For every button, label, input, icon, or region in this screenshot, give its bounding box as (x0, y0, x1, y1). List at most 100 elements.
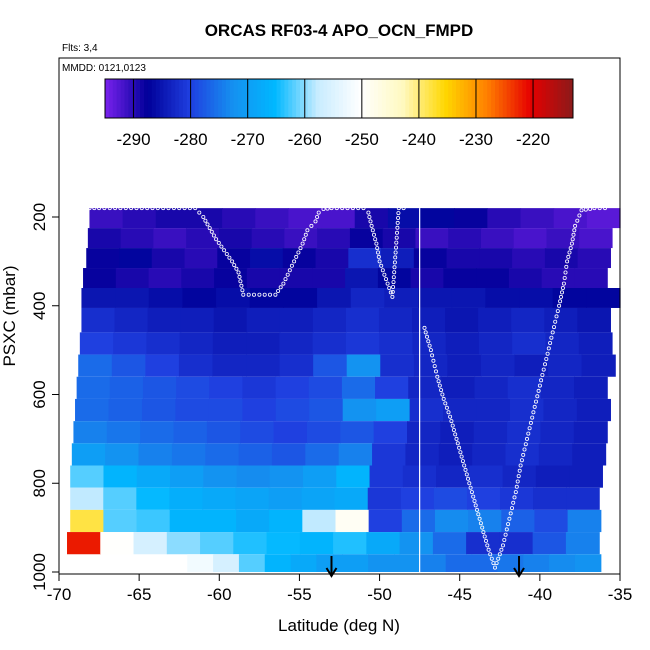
heatmap-cell (399, 532, 434, 555)
colorbar-segment (405, 79, 410, 118)
heatmap-cell (345, 332, 380, 355)
track-point (431, 358, 436, 363)
heatmap-cell (120, 228, 154, 249)
heatmap-cell (577, 248, 611, 269)
heatmap-cell (523, 554, 550, 572)
track-point (113, 206, 118, 211)
track-point (292, 259, 297, 264)
track-point (463, 467, 468, 472)
heatmap-cell (448, 228, 482, 249)
track-point (489, 556, 494, 561)
track-point (207, 226, 212, 231)
track-point (535, 394, 540, 399)
colorbar-segment (225, 79, 231, 118)
track-point (550, 330, 555, 335)
heatmap-cell (76, 376, 111, 399)
track-point (375, 250, 380, 255)
heatmap-cell (342, 554, 369, 572)
track-point (422, 325, 427, 330)
track-point (187, 206, 192, 211)
heatmap-cell (574, 376, 608, 399)
pressure-band (78, 354, 616, 377)
track-point (97, 206, 102, 211)
heatmap-cell (507, 376, 542, 399)
heatmap-cell (419, 554, 447, 572)
heatmap-cell (269, 509, 303, 533)
track-point (522, 447, 527, 452)
heatmap-cell (472, 443, 507, 466)
track-point (237, 274, 242, 279)
track-point (512, 495, 517, 500)
track-point (536, 388, 541, 393)
track-point (239, 283, 244, 288)
heatmap-cell (179, 332, 214, 355)
y-tick-label: 800 (30, 469, 49, 497)
track-point (102, 206, 107, 211)
heatmap-cell (432, 532, 467, 555)
track-point (171, 206, 176, 211)
track-point (575, 218, 580, 223)
colorbar-segment (315, 79, 320, 118)
track-point (385, 281, 390, 286)
heatmap-cell (447, 354, 482, 377)
colorbar-segment (444, 79, 449, 118)
heatmap-cell (236, 509, 270, 533)
track-point (554, 314, 559, 319)
heatmap-cell (238, 443, 273, 466)
track-point (87, 206, 92, 211)
heatmap-cell (148, 288, 184, 308)
colorbar-segment (491, 79, 496, 118)
colorbar-segment (502, 79, 508, 118)
colorbar-segment (323, 79, 328, 118)
track-point (222, 248, 227, 253)
track-point (476, 512, 481, 517)
heatmap-cell (340, 421, 375, 444)
heatmap-cell (184, 248, 218, 269)
colorbar-segment (116, 79, 122, 118)
colorbar-segment (463, 79, 469, 118)
track-point (396, 215, 401, 220)
track-point (350, 206, 355, 211)
track-point (377, 259, 382, 264)
colorbar-segment (261, 79, 266, 118)
colorbar-segment (233, 79, 239, 118)
track-point (107, 206, 112, 211)
heatmap-cell (499, 532, 534, 555)
track-point (315, 214, 320, 219)
track-point (201, 214, 206, 219)
heatmap-cell (180, 307, 215, 333)
heatmap-cell (103, 487, 137, 510)
heatmap-cell (520, 208, 555, 229)
colorbar-segment (420, 79, 426, 118)
colorbar-segment (194, 79, 200, 118)
colorbar-segment (229, 79, 235, 118)
heatmap-cell (279, 354, 314, 377)
track-point (373, 237, 378, 242)
heatmap-cell (100, 532, 135, 555)
heatmap-cell (151, 248, 186, 269)
colorbar-segment (280, 79, 285, 118)
track-point (458, 450, 463, 455)
colorbar-tick-label: -240 (402, 130, 436, 149)
track-point (497, 552, 502, 557)
colorbar-segment (210, 79, 215, 118)
overlays (325, 208, 525, 578)
heatmap-cell (579, 228, 613, 249)
track-point (443, 401, 448, 406)
colorbar-segment (381, 79, 387, 118)
pressure-band (87, 228, 613, 249)
colorbar-segment (198, 79, 203, 118)
track-point (232, 263, 237, 268)
track-point (553, 319, 558, 324)
track-point (395, 220, 400, 225)
track-point (92, 206, 97, 211)
heatmap-cell (313, 354, 348, 377)
colorbar-tick-label: -290 (117, 130, 151, 149)
track-point (302, 237, 307, 242)
track-point (462, 463, 467, 468)
heatmap-cell (412, 332, 447, 355)
track-point (366, 210, 371, 215)
track-point (230, 259, 235, 264)
colorbar-segment (370, 79, 375, 118)
pressure-band (187, 554, 602, 572)
